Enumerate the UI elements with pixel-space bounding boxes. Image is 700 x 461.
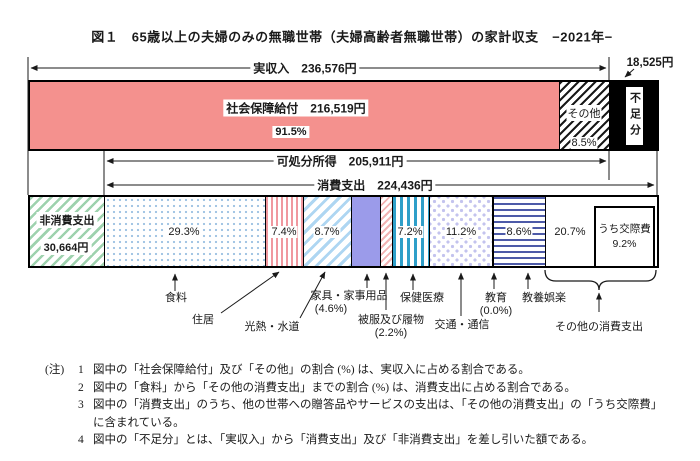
label-other-consumption: その他の消費支出 [555,321,643,333]
note-row: 2 図中の「食料」から「その他の消費支出」までの割合 (%) は、消費支出に占め… [45,380,673,398]
income-arrow-label: 実収入 236,576円 [250,59,360,77]
label-housing: 住居 [192,314,214,326]
label-transport: 交通・通信 [434,319,490,331]
medical-pct: 7.2% [396,226,424,238]
label-clothing-pct: (2.2%) [374,327,408,339]
transport-pct: 11.2% [444,226,478,238]
note-text: 図中の「消費支出」のうち、他の世帯への贈答品やサービスの支出は、「その他の消費支… [93,399,663,429]
label-food: 食料 [165,292,187,304]
non-consumption-label: 非消費支出 [36,212,98,228]
non-consumption-segment [30,197,105,266]
disposable-arrow-label: 可処分所得 205,911円 [273,152,407,170]
food-pct: 29.3% [165,226,203,238]
label-medical: 保健医療 [400,292,444,304]
figure-title: 図１ 65歳以上の夫婦のみの無職世帯（夫婦高齢者無職世帯）の家計収支 −2021… [91,29,613,45]
note-number: 4 [78,434,84,446]
recreation-pct: 8.6% [505,226,533,238]
label-recreation: 教養娯楽 [522,292,566,304]
deficit-value-label: 18,525円 [626,57,674,69]
label-education-pct: (0.0%) [479,305,513,317]
note-number: 2 [78,381,84,394]
note-row: (注) 1 図中の「社会保障給付」及び「その他」の割合 (%) は、実収入に占め… [45,362,673,380]
sociability-box: うち交際費 9.2% [594,206,655,268]
note-number: 1 [78,364,84,376]
social-security-pct: 91.5% [272,126,310,138]
furniture-segment [352,197,381,266]
notes-block: (注) 1 図中の「社会保障給付」及び「その他」の割合 (%) は、実収入に占め… [45,362,673,450]
clothing-segment [381,197,393,266]
sociability-label: うち交際費 [598,223,651,235]
note-number: 3 [78,399,84,411]
transport-segment [430,197,494,266]
note-text: 図中の「食料」から「その他の消費支出」までの割合 (%) は、消費支出に占める割… [93,381,576,394]
note-row: 4 図中の「不足分」とは、「実収入」から「消費支出」及び「非消費支出」を差し引い… [45,432,673,450]
housing-pct: 7.4% [270,226,298,238]
fuel-pct: 8.7% [313,226,341,238]
non-consumption-value: 30,664円 [40,239,92,255]
other-income-label: その他 [566,105,602,121]
label-fuel-water: 光熱・水道 [244,321,300,333]
note-row: 3 図中の「消費支出」のうち、他の世帯への贈答品やサービスの支出は、「その他の消… [45,397,673,432]
note-text: 図中の「不足分」とは、「実収入」から「消費支出」及び「非消費支出」を差し引いた額… [93,434,594,446]
label-furniture: 家具・家事用品 [310,290,388,302]
other-income-pct: 8.5% [570,137,598,149]
label-education: 教育 [485,292,507,304]
sociability-pct: 9.2% [612,238,637,250]
social-security-label: 社会保障給付 216,519円 [223,99,369,117]
food-segment [105,197,266,266]
label-furniture-pct: (4.6%) [314,303,348,315]
note-text: 図中の「社会保障給付」及び「その他」の割合 (%) は、実収入に占める割合である… [93,364,530,376]
deficit-label: 不足分 [626,87,643,145]
label-clothing: 被服及び履物 [358,314,424,326]
notes-head: (注) [45,364,65,376]
other-consumption-pct: 20.7% [554,226,586,238]
consumption-arrow-label: 消費支出 224,436円 [314,176,436,194]
